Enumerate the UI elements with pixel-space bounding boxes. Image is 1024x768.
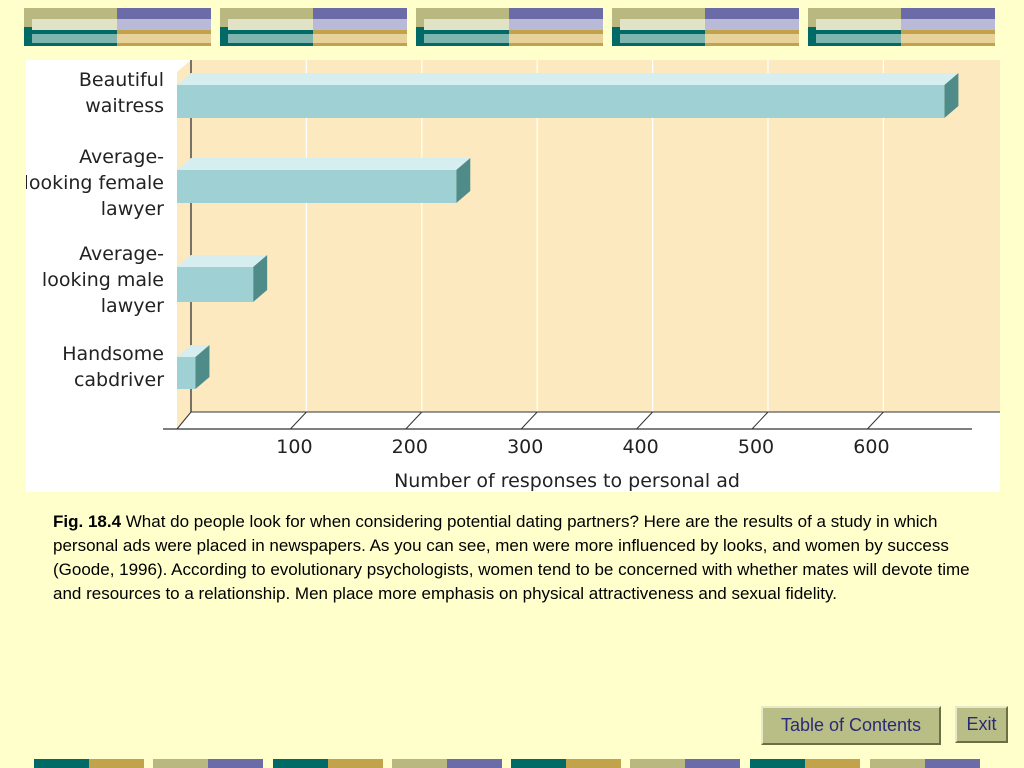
bar-side-face xyxy=(456,158,471,203)
header-block xyxy=(24,8,211,46)
x-tick-mark xyxy=(867,411,884,430)
footer-block xyxy=(34,759,144,768)
footer-block xyxy=(870,759,980,768)
plot-back-wall xyxy=(191,60,1000,412)
bar-side-face xyxy=(253,255,268,302)
bar xyxy=(177,85,945,118)
category-label: lawyer xyxy=(101,198,164,220)
figure-label: Fig. 18.4 xyxy=(53,512,122,531)
category-label: looking male xyxy=(42,269,164,291)
plot-left-wall xyxy=(177,60,191,429)
bar-chart: Beautiful waitress Average-looking female l… xyxy=(26,60,1000,492)
x-tick-label: 400 xyxy=(622,436,658,458)
footer-block xyxy=(273,759,383,768)
x-tick-label: 300 xyxy=(507,436,543,458)
x-tick-mark xyxy=(751,411,769,430)
bar xyxy=(177,170,457,203)
header-block xyxy=(808,8,995,46)
category-label: Handsome xyxy=(62,343,164,365)
bar-top-face xyxy=(177,73,959,85)
category-label: cabdriver xyxy=(74,369,164,391)
bar-side-face xyxy=(944,73,959,118)
footer-block xyxy=(511,759,621,768)
header-block xyxy=(612,8,799,46)
plot-floor xyxy=(177,412,1000,429)
category-label: looking female xyxy=(26,172,164,194)
header-block xyxy=(220,8,407,46)
x-tick-label: 200 xyxy=(392,436,428,458)
x-tick-label: 100 xyxy=(276,436,312,458)
header-block xyxy=(416,8,603,46)
category-label: waitress xyxy=(85,95,164,117)
table-of-contents-button[interactable]: Table of Contents xyxy=(761,706,941,745)
bar-top-face xyxy=(177,158,471,170)
category-label: lawyer xyxy=(101,295,164,317)
axis-corner xyxy=(176,411,192,430)
x-tick-mark xyxy=(636,411,653,430)
category-label: Beautiful xyxy=(79,69,164,91)
x-axis-label: Number of responses to personal ad xyxy=(394,470,740,492)
footer-block xyxy=(630,759,740,768)
bar-side-face xyxy=(195,345,210,389)
footer-block xyxy=(750,759,860,768)
bar xyxy=(177,357,196,389)
x-tick-label: 500 xyxy=(738,436,774,458)
x-tick-mark xyxy=(290,411,307,430)
footer-block xyxy=(392,759,502,768)
caption-text: What do people look for when considering… xyxy=(53,512,970,603)
x-tick-label: 600 xyxy=(853,436,889,458)
x-tick-mark xyxy=(520,411,538,430)
chart-panel: Beautiful waitress Average-looking female l… xyxy=(26,60,1000,492)
exit-button[interactable]: Exit xyxy=(955,706,1008,743)
bar-top-face xyxy=(177,345,210,357)
x-tick-mark xyxy=(405,411,423,430)
category-label: Average- xyxy=(79,243,164,265)
category-label: Average- xyxy=(79,146,164,168)
bar-top-face xyxy=(177,255,268,267)
footer-block xyxy=(153,759,263,768)
bar xyxy=(177,267,254,302)
figure-caption: Fig. 18.4 What do people look for when c… xyxy=(53,510,993,606)
